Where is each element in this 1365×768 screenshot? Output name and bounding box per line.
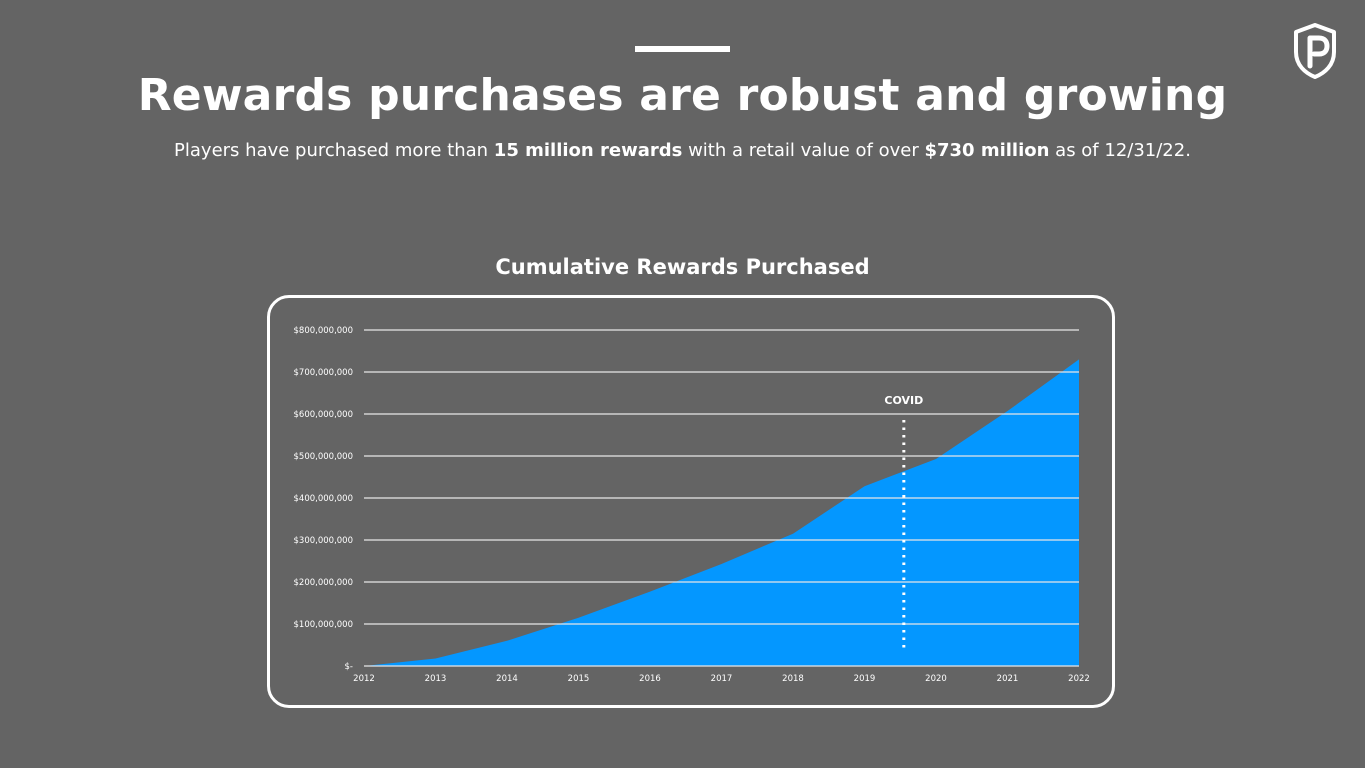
shield-p-logo-icon [1294,23,1336,79]
y-tick-label: $200,000,000 [294,578,353,588]
x-tick-label: 2012 [353,674,375,684]
subtitle-text: Players have purchased more than [174,140,494,161]
chart-title: Cumulative Rewards Purchased [495,255,870,279]
y-tick-label: $500,000,000 [294,452,353,462]
y-tick-label: $300,000,000 [294,536,353,546]
y-tick-label: $- [345,662,353,672]
subtitle-rewards-count: 15 million rewards [493,140,683,161]
x-tick-label: 2018 [782,674,804,684]
page-subtitle: Players have purchased more than 15 mill… [0,140,1365,161]
subtitle-text: as of 12/31/22. [1049,140,1191,161]
y-tick-label: $600,000,000 [294,410,353,420]
cumulative-rewards-area [364,359,1079,666]
covid-annotation-label: COVID [884,394,923,407]
y-tick-label: $100,000,000 [294,620,353,630]
y-tick-label: $700,000,000 [294,368,353,378]
page-title: Rewards purchases are robust and growing [137,70,1228,121]
title-accent-bar [635,46,730,52]
chart-frame [267,295,1115,708]
x-tick-label: 2020 [925,674,947,684]
y-tick-label: $400,000,000 [294,494,353,504]
x-tick-label: 2016 [639,674,661,684]
x-tick-label: 2014 [496,674,518,684]
x-tick-label: 2019 [854,674,876,684]
subtitle-retail-value: $730 million [924,140,1050,161]
x-tick-label: 2021 [997,674,1019,684]
x-tick-label: 2017 [711,674,733,684]
subtitle-text: with a retail value of over [682,140,925,161]
y-tick-label: $800,000,000 [294,326,353,336]
x-tick-label: 2015 [568,674,590,684]
x-tick-label: 2013 [425,674,447,684]
x-tick-label: 2022 [1068,674,1090,684]
